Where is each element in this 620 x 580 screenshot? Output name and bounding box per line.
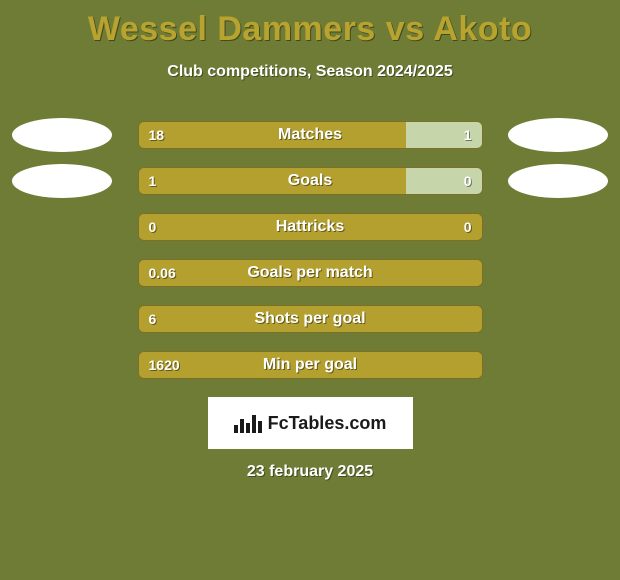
stat-right-value	[462, 306, 482, 332]
stat-row: Matches18 1	[10, 121, 610, 149]
stat-row: Goals per match0.06	[10, 259, 610, 287]
footer-date: 23 february 2025	[0, 463, 620, 481]
stat-label: Matches	[139, 122, 482, 148]
stat-right-value: 0	[454, 168, 482, 194]
stat-label: Hattricks	[139, 214, 482, 240]
stat-row: Goals1 0	[10, 167, 610, 195]
stat-bars: Matches181Goals10Hattricks00Goals per ma…	[0, 121, 620, 379]
stat-right-value: 1	[454, 122, 482, 148]
player-left-avatar	[12, 164, 112, 198]
stat-bar: Shots per goal6	[138, 305, 483, 333]
stat-bar: Goals per match0.06	[138, 259, 483, 287]
stat-left-value: 1	[139, 168, 167, 194]
stat-bar: Min per goal1620	[138, 351, 483, 379]
stat-left-value: 6	[139, 306, 167, 332]
subtitle: Club competitions, Season 2024/2025	[0, 63, 620, 81]
player-left-avatar	[12, 118, 112, 152]
fctables-logo: FcTables.com	[208, 397, 413, 449]
stat-bar: Matches18 1	[138, 121, 483, 149]
stat-right-value: 0	[454, 214, 482, 240]
logo-text: FcTables.com	[268, 413, 387, 434]
stat-row: Hattricks0 0	[10, 213, 610, 241]
stat-right-value	[462, 352, 482, 378]
stat-label: Min per goal	[139, 352, 482, 378]
page-title: Wessel Dammers vs Akoto	[0, 0, 620, 49]
stat-left-value: 18	[139, 122, 175, 148]
stat-label: Goals per match	[139, 260, 482, 286]
stat-left-value: 0.06	[139, 260, 186, 286]
player-right-avatar	[508, 118, 608, 152]
stat-left-value: 1620	[139, 352, 190, 378]
stat-label: Shots per goal	[139, 306, 482, 332]
stat-bar: Hattricks0 0	[138, 213, 483, 241]
logo-bars-icon	[234, 413, 262, 433]
comparison-infographic: Wessel Dammers vs Akoto Club competition…	[0, 0, 620, 580]
player-right-avatar	[508, 164, 608, 198]
stat-bar: Goals1 0	[138, 167, 483, 195]
stat-label: Goals	[139, 168, 482, 194]
stat-row: Shots per goal6	[10, 305, 610, 333]
stat-right-value	[462, 260, 482, 286]
stat-row: Min per goal1620	[10, 351, 610, 379]
stat-left-value: 0	[139, 214, 167, 240]
